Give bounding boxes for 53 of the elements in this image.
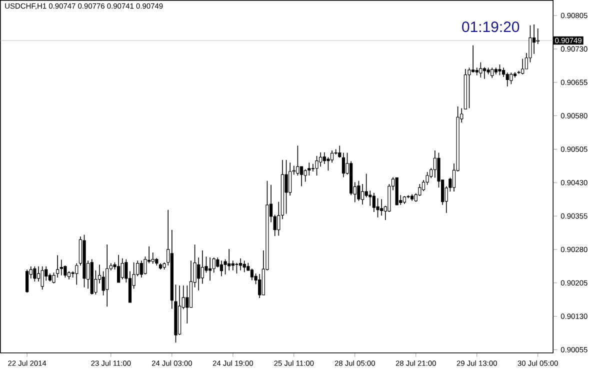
candlestick <box>330 150 334 163</box>
candlestick <box>288 162 292 196</box>
candlestick <box>479 62 482 78</box>
candlestick <box>506 72 509 87</box>
candlestick <box>75 262 78 285</box>
candlestick <box>106 244 109 307</box>
candlestick <box>197 256 200 291</box>
candlestick <box>242 260 246 272</box>
candlestick <box>117 254 120 283</box>
candlestick <box>250 268 254 281</box>
candlestick <box>212 256 216 273</box>
candlestick <box>357 180 360 202</box>
candlestick <box>308 162 311 176</box>
annotation: 01:19:20 <box>462 21 520 32</box>
candlestick <box>472 44 475 73</box>
candlestick <box>311 163 315 172</box>
candlestick <box>228 248 231 271</box>
candlestick <box>40 266 44 290</box>
candlestick <box>220 260 224 277</box>
candlestick <box>433 150 436 178</box>
candlestick <box>490 67 494 78</box>
candlestick <box>296 145 300 176</box>
candlestick <box>120 258 124 280</box>
candlestick <box>140 260 143 278</box>
candlestick <box>284 159 288 214</box>
candlestick <box>315 155 318 176</box>
candlestick <box>482 66 486 80</box>
candlestick <box>502 67 506 78</box>
candlestick <box>277 201 280 236</box>
candlestick <box>304 168 307 182</box>
candlestick <box>26 269 29 293</box>
candlestick <box>372 192 376 212</box>
candlestick <box>60 259 63 276</box>
candlestick <box>322 152 326 164</box>
candlestick <box>186 285 189 324</box>
candlestick <box>532 24 536 54</box>
candlestick <box>151 252 154 264</box>
candlestick <box>342 152 346 178</box>
candlestick <box>238 258 242 271</box>
candlestick <box>521 58 524 75</box>
candlestick <box>231 260 234 271</box>
candlestick <box>235 262 238 274</box>
candlestick <box>360 183 364 205</box>
candlestick <box>510 72 513 84</box>
candlestick <box>498 64 502 76</box>
candlestick <box>319 152 322 167</box>
candlestick <box>536 28 540 44</box>
candlestick <box>33 266 36 282</box>
candlestick <box>422 179 426 192</box>
candlestick <box>300 166 304 187</box>
candlestick <box>200 250 204 284</box>
candlestick <box>380 198 384 216</box>
candlestick <box>338 145 342 158</box>
